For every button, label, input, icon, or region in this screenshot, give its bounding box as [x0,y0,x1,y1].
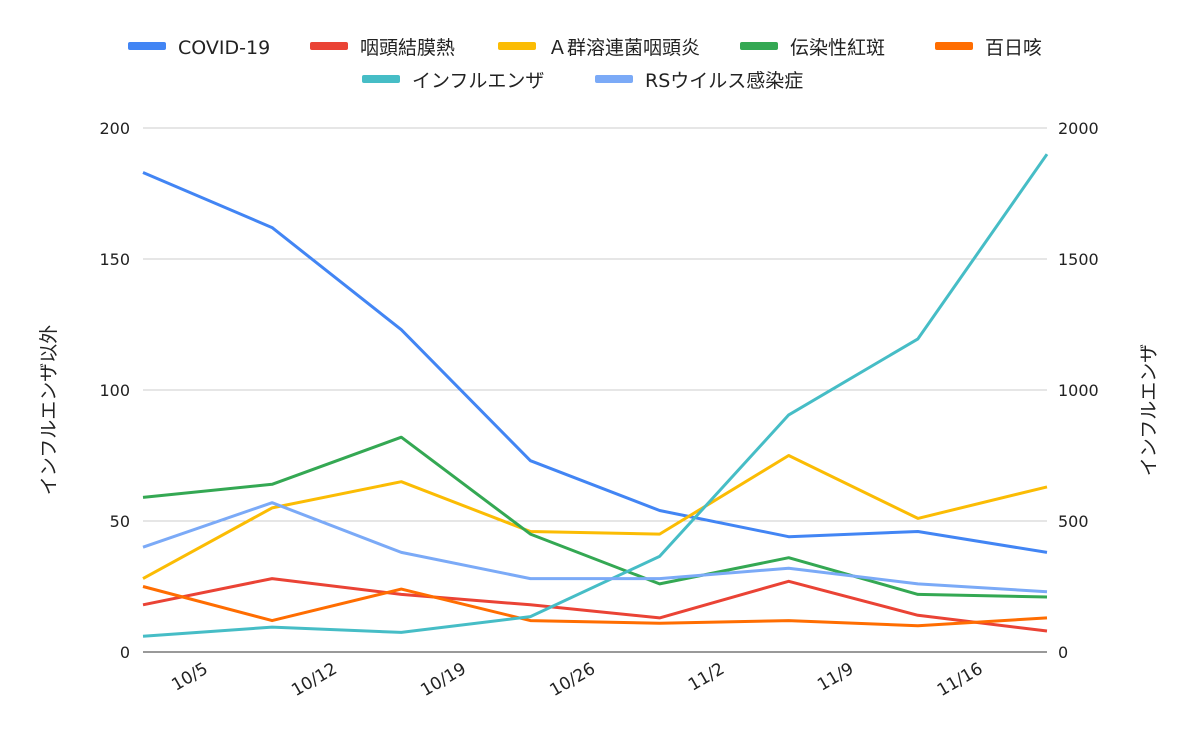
series-line-百日咳 [142,585,1048,628]
legend-swatch [595,75,633,83]
legend-item[interactable]: インフルエンザ [362,70,544,92]
series-line-インフルエンザ [142,153,1049,638]
x-tick-label: 10/12 [288,659,340,701]
y-right-tick-label: 1000 [1058,381,1099,400]
legend-item[interactable]: 咽頭結膜熱 [310,37,455,59]
legend-label: 百日咳 [985,37,1042,59]
legend-swatch [310,42,348,50]
x-tick-label: 11/2 [685,659,728,695]
x-tick-label: 11/16 [934,659,986,701]
legend-label: 咽頭結膜熱 [360,37,455,59]
legend-label: Ａ群溶連菌咽頭炎 [548,37,700,59]
legend-swatch [128,42,166,50]
x-tick-label: 10/5 [168,659,211,695]
legend-item[interactable]: 伝染性紅斑 [740,37,885,59]
y-left-tick-label: 150 [99,250,130,269]
series-line-Ａ群溶連菌咽頭炎 [142,454,1048,580]
y-right-tick-label: 0 [1058,643,1068,662]
legend-swatch [740,42,778,50]
series-line-咽頭結膜熱 [142,577,1048,633]
legend-item[interactable]: Ａ群溶連菌咽頭炎 [498,37,700,59]
legend-swatch [362,75,400,83]
y-left-tick-label: 200 [99,119,130,138]
legend-label: インフルエンザ [412,70,544,92]
x-tick-label: 10/19 [417,659,469,701]
legend-label: COVID-19 [178,37,270,59]
legend-swatch [498,42,536,50]
legend-item[interactable]: 百日咳 [935,37,1042,59]
x-tick-label: 10/26 [546,659,598,701]
y-right-axis-title: インフルエンザ [1138,344,1160,476]
x-tick-label: 11/9 [814,659,857,695]
y-right-tick-label: 1500 [1058,250,1099,269]
legend-swatch [935,42,973,50]
series-line-RSウイルス感染症 [142,501,1048,594]
legend-item[interactable]: RSウイルス感染症 [595,70,803,92]
y-right-tick-label: 500 [1058,512,1089,531]
gridlines [143,127,1047,653]
y-left-tick-label: 0 [120,643,130,662]
legend-item[interactable]: COVID-19 [128,37,270,59]
series-line-COVID-19 [142,171,1048,554]
y-left-tick-label: 100 [99,381,130,400]
y-left-tick-label: 50 [110,512,130,531]
legend-label: 伝染性紅斑 [790,37,885,59]
series-line-伝染性紅斑 [142,435,1048,599]
y-right-tick-label: 2000 [1058,119,1099,138]
y-left-axis-title: インフルエンザ以外 [38,325,60,495]
series-lines [142,153,1049,638]
legend-label: RSウイルス感染症 [645,70,803,92]
